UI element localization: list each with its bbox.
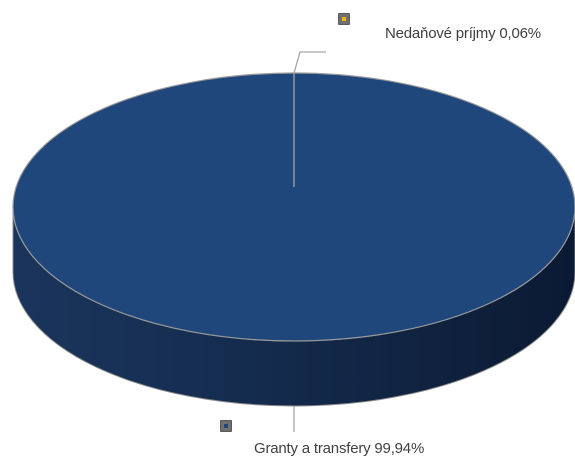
data-label-nedanove: Nedaňové príjmy 0,06%	[385, 25, 541, 42]
data-label-granty: Granty a transfery 99,94%	[254, 440, 425, 457]
legend-marker-nedanove-color	[342, 17, 346, 21]
legend-marker-nedanove	[338, 13, 350, 25]
legend-marker-granty	[220, 420, 232, 432]
legend-marker-granty-color	[224, 424, 228, 428]
leader-line-nedanove	[293, 51, 326, 187]
